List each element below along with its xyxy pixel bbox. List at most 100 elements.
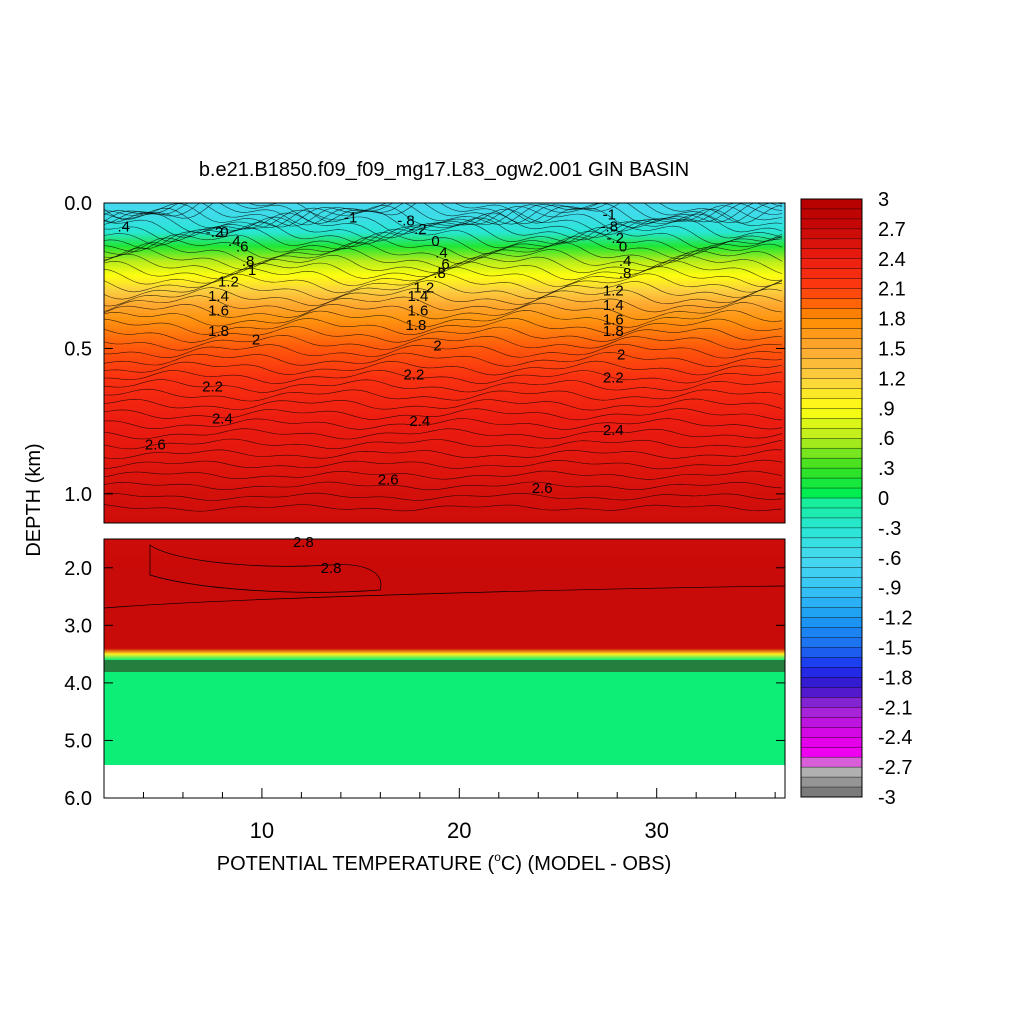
colorbar-swatch xyxy=(800,238,863,250)
contour-label: 2.2 xyxy=(603,370,624,387)
contour-label: 1.2 xyxy=(218,274,239,291)
colorbar-swatch xyxy=(800,547,863,559)
colorbar-frame xyxy=(800,198,863,798)
colorbar-label: 2.4 xyxy=(878,249,906,271)
colorbar-label: 1.2 xyxy=(878,368,906,390)
contour-label: 2.2 xyxy=(202,378,223,395)
lower-panel: 2.8 2.8 xyxy=(103,534,786,799)
colorbar-label: -.9 xyxy=(878,578,901,600)
y-tick-label: 5.0 xyxy=(64,730,92,752)
colorbar-swatch xyxy=(800,308,863,320)
contour-label: 2.6 xyxy=(532,480,553,497)
colorbar-label: -1.2 xyxy=(878,608,912,630)
colorbar-swatch xyxy=(800,717,863,728)
y-tick-label: 3.0 xyxy=(64,615,92,637)
contour-label: 2 xyxy=(252,332,260,349)
contour-label: 1.8 xyxy=(405,317,426,334)
colorbar-swatch xyxy=(800,746,863,758)
colorbar-swatch xyxy=(800,348,863,359)
no-data-bottom xyxy=(104,765,785,798)
colorbar-swatch xyxy=(800,597,863,609)
upper-panel: .4 -.20.4.6.811.21.41.61.82-1 -.8-.20.4.6.… xyxy=(103,202,786,524)
colorbar-swatch xyxy=(800,667,863,678)
contour-label: 2.6 xyxy=(145,437,166,454)
upper-field xyxy=(104,203,785,523)
contour-label: -.2 xyxy=(606,230,624,247)
colorbar-swatch xyxy=(800,497,863,509)
colorbar-swatch xyxy=(800,756,863,768)
colorbar-swatch xyxy=(800,438,863,449)
y-tick-label: 0.5 xyxy=(64,338,92,360)
contour-label: 0 xyxy=(431,233,439,250)
colorbar-swatch xyxy=(800,338,863,349)
x-axis-label-tail: C) (MODEL - OBS) xyxy=(501,853,671,875)
colorbar-swatch xyxy=(800,318,863,330)
contour-label: .8 xyxy=(242,253,255,270)
upper-contours xyxy=(104,203,783,512)
colorbar-swatch xyxy=(800,537,863,549)
contour-label: .8 xyxy=(433,265,446,282)
colorbar-swatch xyxy=(800,258,863,270)
colorbar-swatch xyxy=(800,527,863,539)
colorbar-swatch xyxy=(800,198,863,210)
colorbar-label: -1.8 xyxy=(878,667,912,689)
colorbar-swatch xyxy=(800,428,863,439)
colorbar-swatch xyxy=(800,408,863,419)
colorbar-swatch xyxy=(800,368,863,379)
colorbar-swatch xyxy=(800,507,863,519)
colorbar-swatch xyxy=(800,587,863,599)
y-tick-label: 4.0 xyxy=(64,673,92,695)
contour-label: 0 xyxy=(220,224,228,241)
colorbar-label: -3 xyxy=(878,787,896,809)
colorbar-swatch xyxy=(800,557,863,569)
contour-label: .4 xyxy=(228,233,241,250)
colorbar-swatch xyxy=(800,707,863,718)
upper-contour-labels: .4 -.20.4.6.811.21.41.61.82-1 -.8-.20.4.6.… xyxy=(117,207,631,498)
colorbar-swatch xyxy=(800,637,863,649)
contour-label: 2.6 xyxy=(378,471,399,488)
contour-label: 2 xyxy=(433,338,441,355)
colorbar-label: 2.7 xyxy=(878,219,906,241)
contour-label: 2 xyxy=(617,346,625,363)
contour-label: .8 xyxy=(619,265,632,282)
colorbar-swatch xyxy=(800,388,863,399)
colorbar-swatch xyxy=(800,298,863,310)
colorbar-swatch xyxy=(800,677,863,688)
contour-label: 1 xyxy=(248,262,256,279)
x-tick-label: 10 xyxy=(250,818,274,843)
y-axis-ticks: 0.0 0.5 1.0 2.0 3.0 4.0 5.0 6.0 xyxy=(64,193,785,810)
contour-label: 2.4 xyxy=(603,422,624,439)
upper-frame xyxy=(103,202,786,524)
contour-label: -.8 xyxy=(601,218,619,235)
colorbar-swatch xyxy=(800,328,863,340)
contour-label: 1.4 xyxy=(208,288,229,305)
contour-label: 0 xyxy=(619,239,627,256)
colorbar-swatch xyxy=(800,487,863,499)
colorbar-label: .3 xyxy=(878,458,895,480)
contour-label: .4 xyxy=(619,253,632,270)
colorbar-swatch xyxy=(800,288,863,300)
contour-label: 1.6 xyxy=(208,303,229,320)
x-axis-label: POTENTIAL TEMPERATURE (oC) (MODEL - OBS) xyxy=(217,850,672,875)
x-axis-label-main: POTENTIAL TEMPERATURE ( xyxy=(217,853,495,875)
chart-title: b.e21.B1850.f09_f09_mg17.L83_ogw2.001 GI… xyxy=(199,159,689,181)
colorbar-swatch xyxy=(800,517,863,529)
colorbar-swatch xyxy=(800,378,863,389)
colorbar-swatch xyxy=(800,627,863,639)
colorbar-label: -2.7 xyxy=(878,757,912,779)
colorbar-swatch xyxy=(800,577,863,589)
colorbar-label: 3 xyxy=(878,189,889,211)
colorbar-swatch xyxy=(800,776,863,788)
contour-label: .4 xyxy=(117,218,130,235)
colorbar-swatch xyxy=(800,607,863,619)
y-tick-label: 2.0 xyxy=(64,558,92,580)
colorbar-label: -.6 xyxy=(878,548,901,570)
colorbar-swatch xyxy=(800,477,863,489)
contour-label: 1.8 xyxy=(208,323,229,340)
colorbar-swatch xyxy=(800,737,863,748)
contour-label: -.8 xyxy=(397,213,415,230)
colorbar-label: -2.1 xyxy=(878,697,912,719)
colorbar-swatch xyxy=(800,268,863,280)
colorbar-swatch xyxy=(800,418,863,429)
x-tick-label: 20 xyxy=(447,818,471,843)
